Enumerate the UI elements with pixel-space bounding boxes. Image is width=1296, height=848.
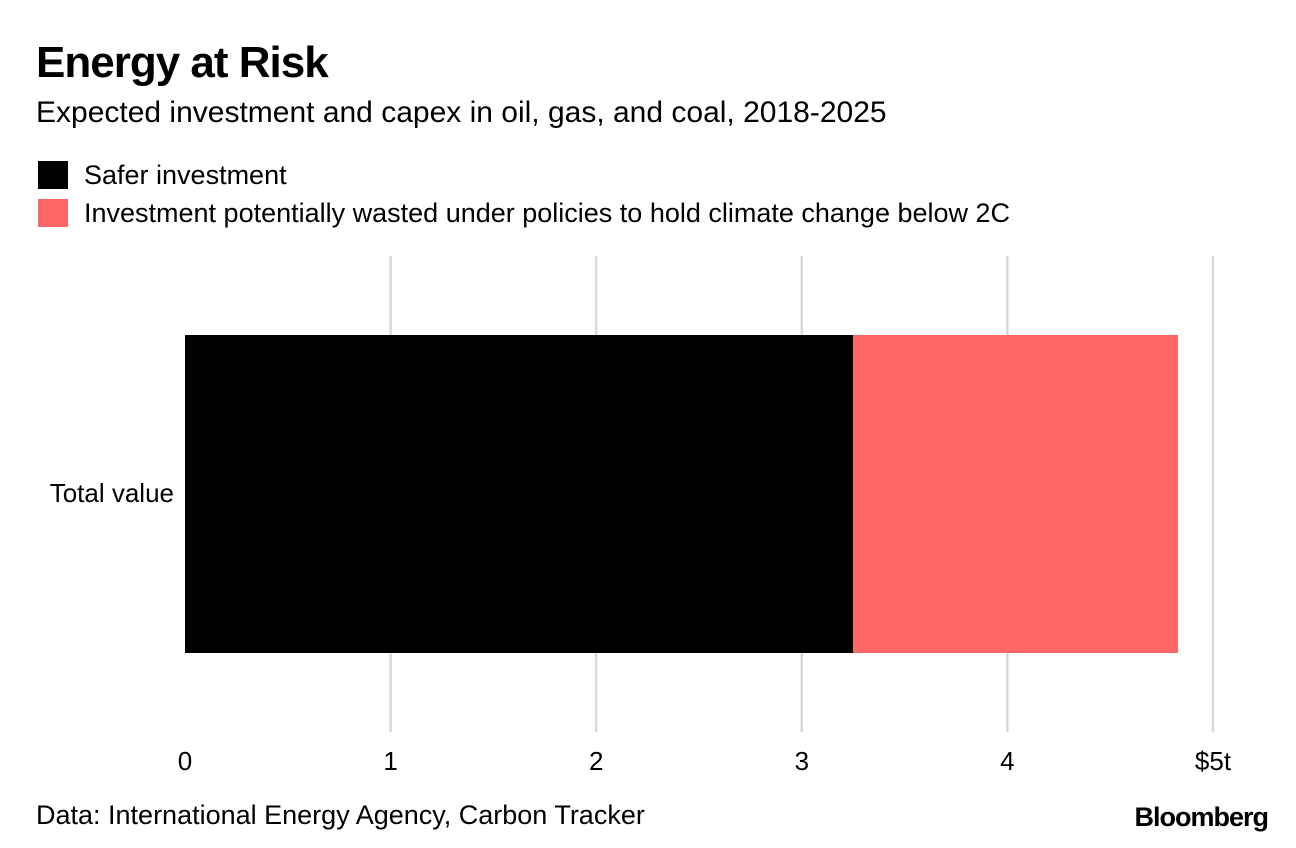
axis-labels: Total value: [50, 478, 174, 508]
legend-item-wasted: Investment potentially wasted under poli…: [38, 194, 1010, 232]
x-tick-label-4: 4: [1000, 746, 1014, 776]
chart-title: Energy at Risk: [36, 38, 329, 87]
brand-logo: Bloomberg: [1134, 802, 1269, 832]
x-tick-label-1: 1: [383, 746, 397, 776]
category-label: Total value: [50, 478, 174, 508]
chart-subtitle: Expected investment and capex in oil, ga…: [36, 96, 887, 129]
x-tick-label-0: 0: [178, 746, 192, 776]
x-tick-labels: 0 1 2 3 4 $5t: [178, 746, 1232, 776]
bar-segment-1: [853, 335, 1179, 653]
legend-swatch-safer: [38, 161, 68, 189]
legend-label-wasted: Investment potentially wasted under poli…: [84, 197, 1011, 228]
x-tick-label-3: 3: [795, 746, 809, 776]
legend: Safer investment Investment potentially …: [38, 156, 1010, 232]
legend-swatch-wasted: [38, 199, 68, 227]
x-tick-label-2: 2: [589, 746, 603, 776]
bar-segment-0: [185, 335, 854, 653]
source-note: Data: International Energy Agency, Carbo…: [36, 800, 645, 830]
bars: [185, 335, 1179, 653]
legend-label-safer: Safer investment: [84, 159, 287, 190]
legend-item-safer: Safer investment: [38, 156, 1010, 194]
x-tick-label-5: $5t: [1195, 746, 1232, 776]
